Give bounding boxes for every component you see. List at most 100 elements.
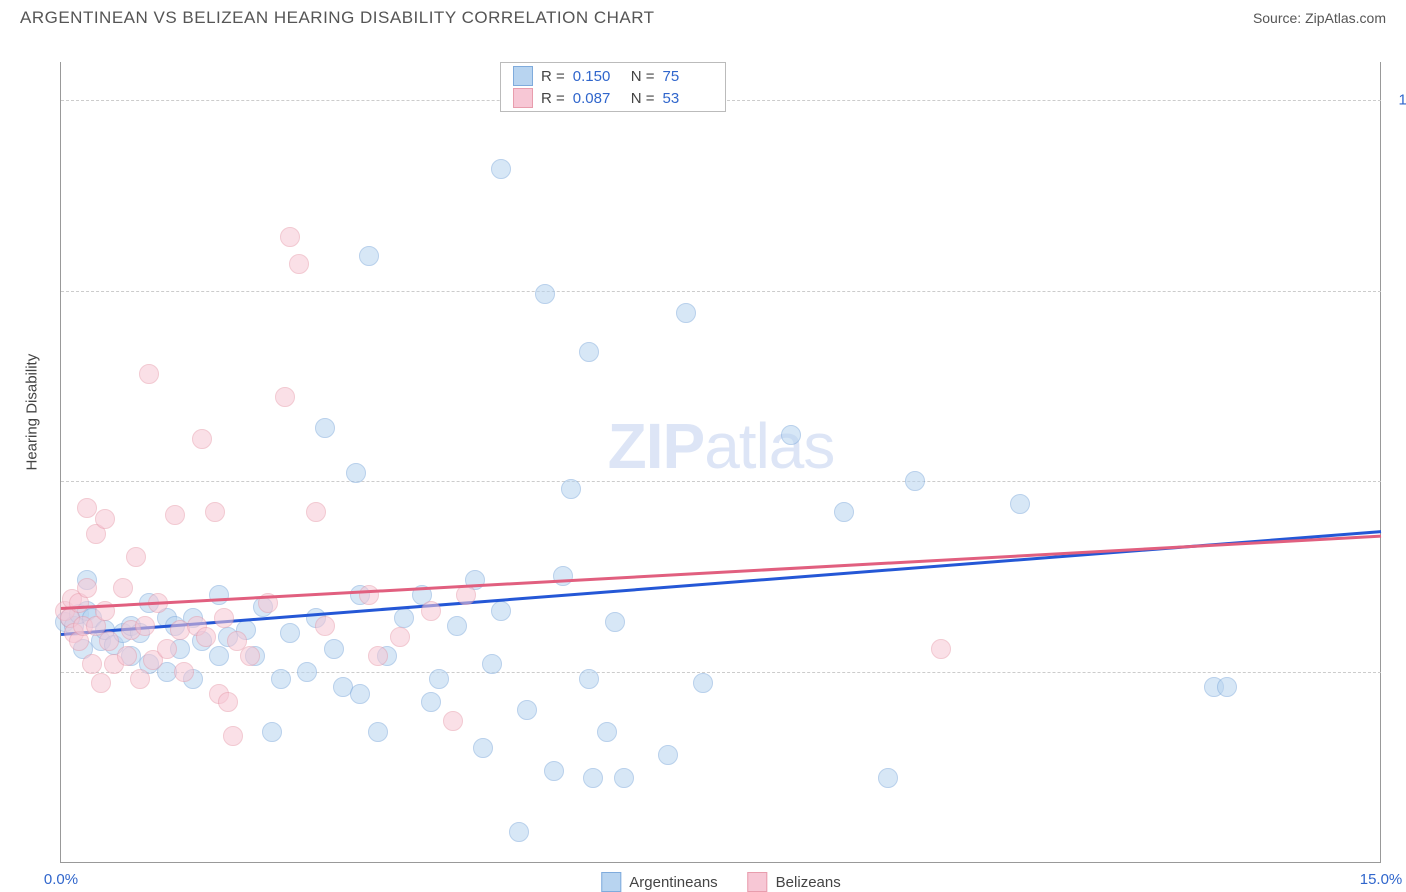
xtick-label: 0.0%: [44, 871, 78, 888]
data-point: [262, 722, 282, 742]
data-point: [280, 227, 300, 247]
data-point: [139, 364, 159, 384]
data-point: [315, 616, 335, 636]
n-value-argentineans: 75: [663, 68, 713, 85]
data-point: [77, 578, 97, 598]
gridline: [61, 672, 1381, 673]
data-point: [579, 669, 599, 689]
data-point: [157, 639, 177, 659]
data-point: [240, 646, 260, 666]
data-point: [223, 726, 243, 746]
data-point: [126, 547, 146, 567]
r-value-argentineans: 0.150: [573, 68, 623, 85]
y-axis-right-line: [1380, 62, 1381, 862]
data-point: [781, 425, 801, 445]
data-point: [443, 711, 463, 731]
plot-area: ZIPatlas Argentineans Belizeans 2.5%5.0%…: [60, 62, 1381, 863]
stats-swatch-argentineans: [513, 66, 533, 86]
data-point: [359, 246, 379, 266]
data-point: [82, 654, 102, 674]
data-point: [421, 601, 441, 621]
legend-swatch-belizeans: [748, 872, 768, 892]
r-value-belizeans: 0.087: [573, 90, 623, 107]
data-point: [1217, 677, 1237, 697]
data-point: [658, 745, 678, 765]
chart-title: ARGENTINEAN VS BELIZEAN HEARING DISABILI…: [20, 8, 655, 28]
stats-row-argentineans: R = 0.150 N = 75: [501, 65, 725, 87]
data-point: [553, 566, 573, 586]
data-point: [289, 254, 309, 274]
data-point: [583, 768, 603, 788]
data-point: [306, 502, 326, 522]
data-point: [209, 585, 229, 605]
data-point: [368, 722, 388, 742]
chart-header: ARGENTINEAN VS BELIZEAN HEARING DISABILI…: [0, 0, 1406, 32]
data-point: [271, 669, 291, 689]
legend-item-argentineans: Argentineans: [601, 872, 717, 892]
source-attribution: Source: ZipAtlas.com: [1253, 10, 1386, 26]
data-point: [99, 631, 119, 651]
data-point: [421, 692, 441, 712]
source-value: ZipAtlas.com: [1305, 10, 1386, 26]
data-point: [905, 471, 925, 491]
gridline: [61, 481, 1381, 482]
data-point: [346, 463, 366, 483]
data-point: [297, 662, 317, 682]
data-point: [429, 669, 449, 689]
data-point: [456, 585, 476, 605]
gridline: [61, 291, 1381, 292]
watermark: ZIPatlas: [608, 409, 835, 483]
n-label-2: N =: [631, 90, 655, 107]
watermark-suffix: atlas: [704, 410, 834, 482]
stats-row-belizeans: R = 0.087 N = 53: [501, 87, 725, 109]
legend-item-belizeans: Belizeans: [748, 872, 841, 892]
data-point: [482, 654, 502, 674]
data-point: [614, 768, 634, 788]
data-point: [165, 505, 185, 525]
source-label: Source:: [1253, 10, 1305, 26]
data-point: [447, 616, 467, 636]
data-point: [676, 303, 696, 323]
data-point: [214, 608, 234, 628]
data-point: [605, 612, 625, 632]
data-point: [1010, 494, 1030, 514]
stats-legend: R = 0.150 N = 75 R = 0.087 N = 53: [500, 62, 726, 112]
data-point: [693, 673, 713, 693]
legend-label-belizeans: Belizeans: [776, 874, 841, 891]
data-point: [324, 639, 344, 659]
data-point: [491, 159, 511, 179]
watermark-prefix: ZIP: [608, 410, 705, 482]
data-point: [394, 608, 414, 628]
legend-swatch-argentineans: [601, 872, 621, 892]
data-point: [517, 700, 537, 720]
data-point: [359, 585, 379, 605]
data-point: [205, 502, 225, 522]
data-point: [209, 646, 229, 666]
ytick-label: 10.0%: [1398, 92, 1406, 109]
data-point: [350, 684, 370, 704]
data-point: [561, 479, 581, 499]
data-point: [368, 646, 388, 666]
stats-swatch-belizeans: [513, 88, 533, 108]
data-point: [491, 601, 511, 621]
data-point: [192, 429, 212, 449]
r-label: R =: [541, 68, 565, 85]
data-point: [117, 646, 137, 666]
data-point: [390, 627, 410, 647]
data-point: [597, 722, 617, 742]
data-point: [275, 387, 295, 407]
data-point: [931, 639, 951, 659]
data-point: [91, 673, 111, 693]
n-label: N =: [631, 68, 655, 85]
data-point: [95, 509, 115, 529]
data-point: [315, 418, 335, 438]
data-point: [579, 342, 599, 362]
xtick-label: 15.0%: [1360, 871, 1403, 888]
y-axis-label: Hearing Disability: [24, 354, 41, 471]
trendline: [61, 534, 1381, 609]
legend-label-argentineans: Argentineans: [629, 874, 717, 891]
data-point: [130, 669, 150, 689]
data-point: [834, 502, 854, 522]
data-point: [196, 627, 216, 647]
data-point: [535, 284, 555, 304]
